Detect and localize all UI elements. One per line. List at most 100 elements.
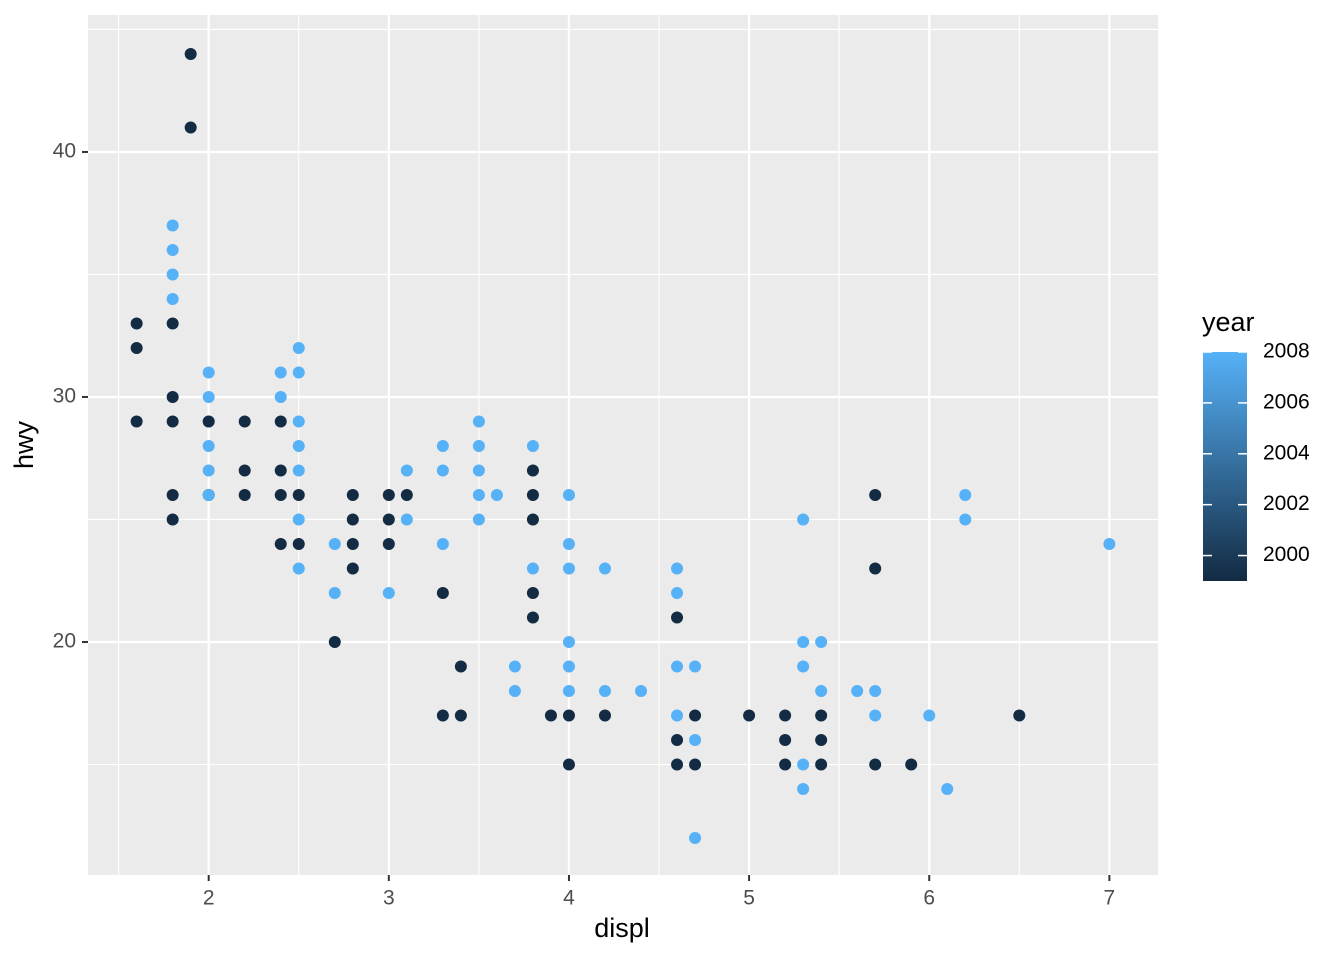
point: [779, 709, 792, 722]
point: [671, 660, 684, 673]
point: [905, 758, 918, 771]
point: [562, 537, 575, 550]
point: [436, 537, 449, 550]
x-tick-label: 4: [563, 887, 575, 910]
point: [815, 733, 828, 746]
point: [184, 121, 197, 134]
point: [526, 562, 539, 575]
point: [508, 684, 521, 697]
x-tick-label: 2: [203, 887, 215, 910]
point: [454, 660, 467, 673]
point: [292, 464, 305, 477]
point: [671, 611, 684, 624]
point: [562, 488, 575, 501]
point: [562, 684, 575, 697]
point: [689, 709, 702, 722]
point: [166, 488, 179, 501]
legend-label: 2008: [1263, 340, 1310, 363]
point: [635, 684, 648, 697]
point: [346, 488, 359, 501]
point: [472, 488, 485, 501]
point: [689, 758, 702, 771]
point: [797, 660, 810, 673]
point: [130, 317, 143, 330]
point: [526, 611, 539, 624]
point: [472, 513, 485, 526]
point: [851, 684, 864, 697]
point: [526, 464, 539, 477]
point: [869, 562, 882, 575]
point: [292, 366, 305, 379]
point: [292, 439, 305, 452]
point: [779, 758, 792, 771]
point: [328, 635, 341, 648]
point: [1103, 537, 1116, 550]
point: [328, 537, 341, 550]
point: [959, 488, 972, 501]
point: [815, 684, 828, 697]
point: [346, 513, 359, 526]
point: [779, 733, 792, 746]
legend-label: 2006: [1263, 390, 1310, 413]
point: [202, 366, 215, 379]
point: [1013, 709, 1026, 722]
point: [292, 488, 305, 501]
point: [671, 733, 684, 746]
point: [292, 513, 305, 526]
point: [436, 709, 449, 722]
point: [238, 488, 251, 501]
point: [562, 635, 575, 648]
point: [436, 464, 449, 477]
point: [166, 513, 179, 526]
x-tick-label: 3: [383, 887, 395, 910]
point: [797, 783, 810, 795]
point: [202, 464, 215, 477]
legend-label: 2002: [1263, 492, 1310, 515]
point: [544, 709, 557, 722]
point: [472, 415, 485, 428]
panel: [88, 15, 1158, 875]
point: [562, 758, 575, 771]
legend-label: 2000: [1263, 543, 1310, 566]
point: [346, 537, 359, 550]
point: [743, 709, 756, 722]
legend-title: year: [1202, 307, 1255, 337]
point: [166, 292, 179, 305]
point: [292, 537, 305, 550]
point: [166, 390, 179, 403]
point: [598, 562, 611, 575]
y-axis-label: hwy: [9, 420, 39, 469]
point: [202, 488, 215, 501]
point: [382, 586, 395, 599]
point: [472, 464, 485, 477]
point: [508, 660, 521, 673]
point: [382, 537, 395, 550]
point: [202, 415, 215, 428]
point: [959, 513, 972, 526]
point: [797, 513, 810, 526]
point: [328, 586, 341, 599]
point: [130, 341, 143, 354]
y-tick-label: 30: [53, 385, 76, 408]
y-tick-label: 20: [53, 630, 76, 653]
point: [869, 709, 882, 722]
point: [400, 464, 413, 477]
point: [382, 488, 395, 501]
point: [526, 439, 539, 452]
point: [382, 513, 395, 526]
y-tick-label: 40: [53, 140, 76, 163]
point: [671, 562, 684, 575]
legend-label: 2004: [1263, 441, 1310, 464]
point: [598, 709, 611, 722]
point: [166, 415, 179, 428]
point: [526, 488, 539, 501]
point: [815, 709, 828, 722]
point: [869, 488, 882, 501]
point: [436, 439, 449, 452]
point: [166, 219, 179, 232]
point: [671, 586, 684, 599]
x-tick-label: 5: [743, 887, 755, 910]
point: [202, 439, 215, 452]
point: [130, 415, 143, 428]
point: [472, 439, 485, 452]
